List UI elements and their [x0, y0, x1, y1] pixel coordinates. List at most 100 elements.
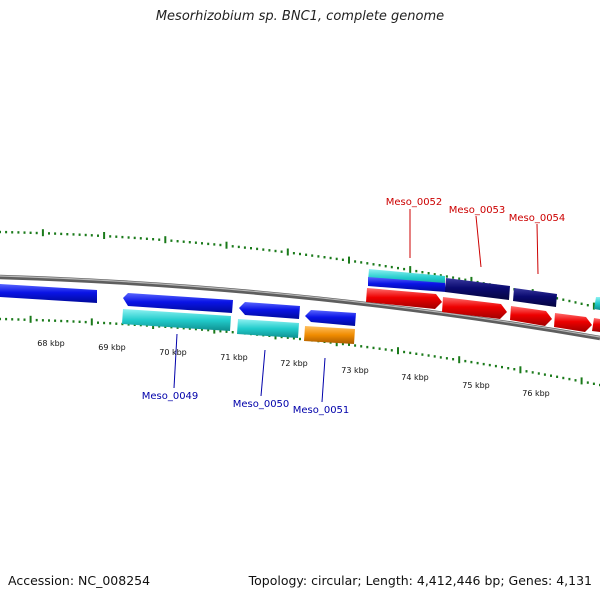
scale-tick-minor	[115, 322, 118, 325]
genome-backbone-highlight	[0, 275, 600, 338]
gene-arrow-red[interactable]	[592, 318, 600, 332]
scale-tick-minor	[90, 234, 93, 237]
scale-tick-major	[90, 318, 93, 326]
scale-tick-minor	[84, 320, 87, 324]
scale-tick-minor	[580, 302, 583, 305]
scale-tick-major	[397, 347, 399, 355]
scale-tick-minor	[66, 320, 69, 323]
genome-backbone	[0, 274, 600, 341]
scale-tick-minor	[35, 318, 38, 322]
scale-tick-minor	[60, 319, 63, 323]
scale-tick-minor	[299, 337, 301, 341]
scale-tick-minor	[378, 347, 381, 350]
scale-tick-minor	[35, 231, 38, 235]
scale-tick-minor	[182, 327, 185, 330]
scale-tick-minor	[550, 374, 552, 377]
scale-tick-minor	[360, 345, 363, 348]
topology-text: Topology: circular; Length: 4,412,446 bp…	[248, 573, 592, 588]
scale-tick-minor	[543, 373, 546, 376]
gene-arrow-blue[interactable]	[368, 277, 446, 292]
scale-tick-minor	[5, 317, 8, 321]
gene-label-meso-0054[interactable]: Meso_0054	[509, 213, 566, 224]
scale-tick-minor	[188, 327, 191, 330]
gene-bar-navy[interactable]	[513, 288, 557, 307]
scale-tick-minor	[115, 235, 118, 238]
scale-tick-minor	[97, 321, 99, 324]
leader-line-meso-0054	[536, 223, 539, 275]
gene-bar-cyan[interactable]	[122, 309, 231, 331]
scale-tick-major	[213, 326, 216, 334]
scale-tick-minor	[501, 365, 503, 369]
scale-tick-minor	[48, 319, 50, 322]
map-title: Mesorhizobium sp. BNC1, complete genome	[155, 9, 445, 24]
scale-tick-minor	[415, 352, 418, 355]
scale-tick-minor	[341, 258, 344, 261]
scale-label: 76 kbp	[522, 389, 550, 398]
scale-tick-minor	[452, 276, 455, 279]
leader-line-meso-0053	[475, 215, 482, 268]
gene-label-meso-0053[interactable]: Meso_0053	[449, 205, 506, 216]
scale-tick-minor	[415, 269, 418, 273]
scale-tick-minor	[194, 327, 197, 331]
gene-bar-navy[interactable]	[445, 278, 510, 300]
leader-line-meso-0050	[260, 349, 266, 397]
gene-arrow-red[interactable]	[442, 297, 507, 319]
scale-tick-minor	[176, 240, 179, 243]
scale-tick-minor	[311, 254, 314, 257]
gene-bar-cyan[interactable]	[237, 319, 299, 338]
scale-tick-minor	[452, 358, 455, 361]
scale-tick-minor	[348, 343, 350, 346]
gene-label-meso-0051[interactable]: Meso_0051	[293, 405, 350, 416]
scale-tick-minor	[41, 319, 44, 322]
scale-tick-minor	[317, 255, 320, 258]
scale-tick-minor	[562, 298, 565, 301]
scale-tick-minor	[127, 236, 130, 239]
scale-tick-minor	[397, 266, 399, 270]
scale-tick-minor	[268, 249, 271, 252]
scale-label: 74 kbp	[401, 373, 429, 382]
scale-tick-minor	[568, 299, 571, 303]
gene-arrow-blue[interactable]	[239, 302, 300, 319]
scale-tick-minor	[292, 252, 295, 255]
gene-arrow-blue[interactable]	[305, 310, 356, 326]
gene-label-meso-0050[interactable]: Meso_0050	[233, 399, 290, 410]
scale-label: 69 kbp	[98, 343, 126, 352]
scale-tick-minor	[54, 319, 57, 322]
scale-tick-minor	[372, 263, 375, 266]
scale-tick-minor	[231, 245, 234, 248]
scale-tick-minor	[568, 377, 571, 381]
scale-tick-minor	[390, 349, 393, 352]
gene-arrow-blue[interactable]	[123, 293, 233, 313]
gene-arrow-red[interactable]	[510, 306, 552, 326]
gene-label-meso-0052[interactable]: Meso_0052	[386, 197, 443, 208]
gene-bar-orange[interactable]	[304, 326, 355, 344]
scale-tick-minor	[390, 265, 393, 269]
scale-tick-minor	[256, 247, 259, 251]
scale-tick-minor	[11, 318, 14, 321]
gene-bar-cyan[interactable]	[594, 297, 600, 310]
scale-tick-minor	[556, 375, 559, 378]
scale-tick-minor	[341, 342, 344, 346]
scale-tick-minor	[231, 331, 234, 334]
scale-tick-minor	[262, 248, 265, 251]
scale-tick-minor	[84, 233, 87, 237]
scale-tick-minor	[513, 368, 516, 371]
scale-tick-minor	[409, 351, 412, 355]
gene-arrow-blue-left[interactable]	[0, 284, 97, 303]
gene-arrow-red[interactable]	[366, 288, 442, 309]
scale-tick-major	[409, 266, 412, 274]
scale-tick-minor	[280, 335, 283, 339]
scale-tick-minor	[464, 359, 467, 363]
leader-line-meso-0049	[173, 333, 178, 389]
scale-tick-minor	[562, 376, 565, 380]
scale-tick-minor	[225, 330, 228, 333]
gene-label-meso-0049[interactable]: Meso_0049	[142, 391, 199, 402]
scale-tick-minor	[0, 317, 1, 321]
scale-tick-minor	[537, 372, 540, 375]
gene-arrow-red[interactable]	[554, 313, 592, 332]
scale-tick-minor	[48, 232, 50, 235]
scale-tick-major	[519, 366, 522, 374]
scale-tick-minor	[194, 241, 197, 244]
scale-tick-minor	[525, 370, 528, 373]
